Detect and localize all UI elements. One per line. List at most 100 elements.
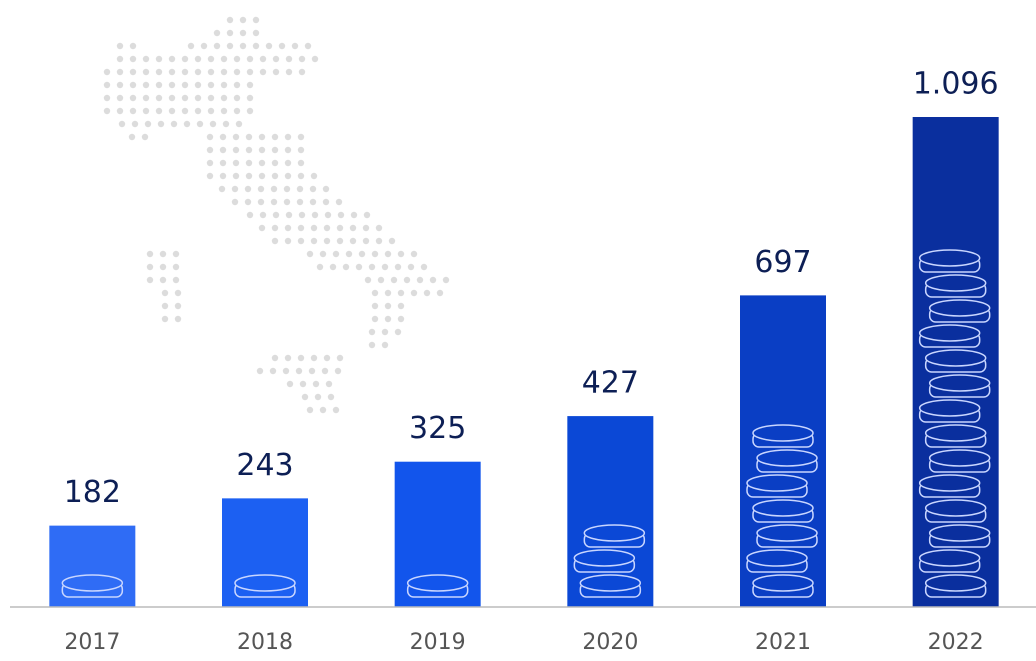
coin-face [928, 374, 991, 392]
map-dot [103, 107, 111, 115]
map-dot [323, 354, 331, 362]
map-dot [284, 224, 292, 232]
map-dot [258, 146, 266, 154]
map-dot [219, 172, 227, 180]
value-label: 697 [754, 245, 811, 280]
map-dot [246, 211, 254, 219]
map-dot [420, 263, 428, 271]
map-dot [194, 107, 202, 115]
map-dot [284, 172, 292, 180]
map-dot [375, 224, 383, 232]
map-dot [244, 185, 252, 193]
map-dot [142, 107, 150, 115]
map-dot [196, 120, 204, 128]
map-dot [349, 237, 357, 245]
map-dot [142, 68, 150, 76]
map-dot [284, 159, 292, 167]
map-dot [207, 55, 215, 63]
map-dot [232, 133, 240, 141]
map-dot [207, 107, 215, 115]
map-dot [246, 68, 254, 76]
map-dot [232, 146, 240, 154]
map-dot [168, 94, 176, 102]
map-dot [283, 185, 291, 193]
coin-face [924, 499, 987, 517]
coin-face [918, 249, 981, 267]
map-dot [232, 159, 240, 167]
map-dot [129, 42, 137, 50]
map-dot [231, 198, 239, 206]
map-dot [206, 159, 214, 167]
map-dot [312, 380, 320, 388]
map-dot [297, 159, 305, 167]
bar [49, 525, 136, 607]
map-dot [226, 42, 234, 50]
map-dot [298, 68, 306, 76]
map-dot [375, 237, 383, 245]
map-dot [309, 185, 317, 193]
map-dot [226, 29, 234, 37]
map-dot [245, 172, 253, 180]
coin-face [924, 349, 987, 367]
map-dot [381, 263, 389, 271]
value-label: 1.096 [913, 67, 999, 102]
map-dot [226, 16, 234, 24]
x-tick-label: 2020 [582, 630, 638, 655]
map-dot [285, 211, 293, 219]
map-dot [159, 263, 167, 271]
map-dot [286, 380, 294, 388]
map-dot [129, 68, 137, 76]
map-dot [390, 276, 398, 284]
map-dot [423, 289, 431, 297]
map-dot [233, 107, 241, 115]
map-dot [239, 16, 247, 24]
map-dot [334, 367, 342, 375]
map-dot [336, 224, 344, 232]
map-dot [284, 354, 292, 362]
map-dot [336, 237, 344, 245]
map-dot [278, 42, 286, 50]
map-dot [284, 146, 292, 154]
map-dot [310, 172, 318, 180]
map-dot [246, 81, 254, 89]
value-label: 325 [409, 411, 466, 446]
value-label: 427 [582, 366, 639, 401]
coin-face [756, 449, 818, 467]
map-dot [384, 302, 392, 310]
map-dot [316, 263, 324, 271]
map-dot [246, 55, 254, 63]
map-dot [271, 146, 279, 154]
map-dot [213, 42, 221, 50]
map-dot [271, 159, 279, 167]
map-dot [291, 42, 299, 50]
coin-face [918, 399, 981, 417]
map-dot [362, 237, 370, 245]
map-dot [371, 289, 379, 297]
map-dot [271, 172, 279, 180]
map-dot [239, 29, 247, 37]
map-dot [323, 237, 331, 245]
map-dot [235, 120, 243, 128]
map-dot [371, 302, 379, 310]
coin-face [579, 574, 642, 592]
map-dot [220, 107, 228, 115]
map-dot [258, 224, 266, 232]
map-dot [384, 315, 392, 323]
map-dot [256, 367, 264, 375]
map-dot [284, 133, 292, 141]
map-dot [345, 250, 353, 258]
map-dot [272, 68, 280, 76]
map-dot [323, 224, 331, 232]
value-label: 182 [64, 475, 121, 510]
map-dot [103, 68, 111, 76]
value-label: 243 [236, 448, 293, 483]
map-dot [257, 198, 265, 206]
map-dot [194, 68, 202, 76]
map-dot [131, 120, 139, 128]
map-dot [285, 55, 293, 63]
coin-face [924, 424, 987, 442]
x-tick-label: 2019 [410, 630, 466, 655]
map-dot [220, 68, 228, 76]
map-dot [146, 276, 154, 284]
